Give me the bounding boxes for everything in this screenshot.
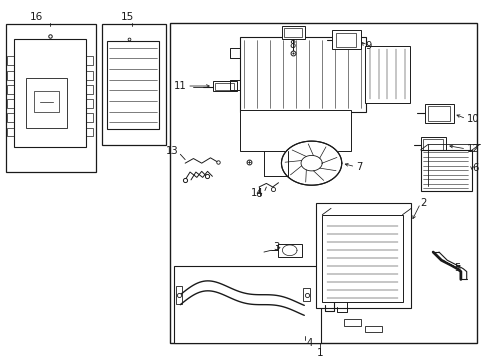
Bar — [365, 46, 409, 103]
Bar — [86, 113, 93, 122]
Bar — [425, 104, 453, 123]
Bar — [86, 127, 93, 136]
Text: 3: 3 — [273, 242, 279, 252]
Text: 7: 7 — [356, 162, 362, 172]
Bar — [239, 37, 366, 112]
Text: 8: 8 — [288, 40, 295, 50]
Bar — [7, 85, 14, 94]
Bar — [14, 39, 86, 147]
Bar — [423, 139, 442, 152]
Text: 10: 10 — [466, 114, 479, 124]
Bar — [335, 33, 356, 46]
Text: 11: 11 — [173, 81, 186, 91]
Bar — [86, 85, 93, 94]
Bar — [6, 24, 96, 172]
Bar — [344, 319, 361, 326]
Text: 14: 14 — [251, 188, 264, 198]
Circle shape — [281, 141, 341, 185]
Bar — [284, 28, 301, 37]
Text: 12: 12 — [466, 144, 479, 154]
Text: 16: 16 — [30, 12, 43, 22]
Text: 15: 15 — [121, 12, 134, 22]
Bar — [7, 71, 14, 80]
Text: 5: 5 — [454, 263, 460, 273]
Bar — [26, 78, 67, 127]
Text: 1: 1 — [316, 348, 323, 358]
Bar — [7, 57, 14, 66]
Bar — [215, 83, 233, 90]
Bar — [427, 106, 449, 121]
Bar — [420, 137, 446, 154]
Text: 13: 13 — [166, 147, 179, 157]
Bar — [86, 99, 93, 108]
Bar — [365, 326, 381, 332]
Bar — [34, 91, 59, 112]
Bar — [212, 81, 237, 91]
Bar — [86, 57, 93, 66]
Bar — [107, 41, 159, 129]
Bar — [170, 23, 476, 343]
Text: 2: 2 — [420, 198, 426, 208]
Bar — [7, 127, 14, 136]
Bar — [239, 110, 351, 151]
Bar — [102, 24, 165, 145]
Bar — [331, 30, 361, 49]
Text: 6: 6 — [471, 163, 477, 174]
Text: 9: 9 — [365, 41, 371, 51]
Bar — [277, 244, 301, 257]
Bar — [315, 203, 410, 308]
Bar — [7, 113, 14, 122]
Bar — [322, 215, 402, 302]
Bar — [7, 99, 14, 108]
Bar — [282, 26, 305, 39]
Bar — [302, 288, 309, 301]
Bar — [174, 266, 321, 343]
Text: 4: 4 — [306, 338, 312, 348]
Bar — [86, 71, 93, 80]
Bar — [176, 286, 182, 304]
Bar — [420, 150, 471, 190]
